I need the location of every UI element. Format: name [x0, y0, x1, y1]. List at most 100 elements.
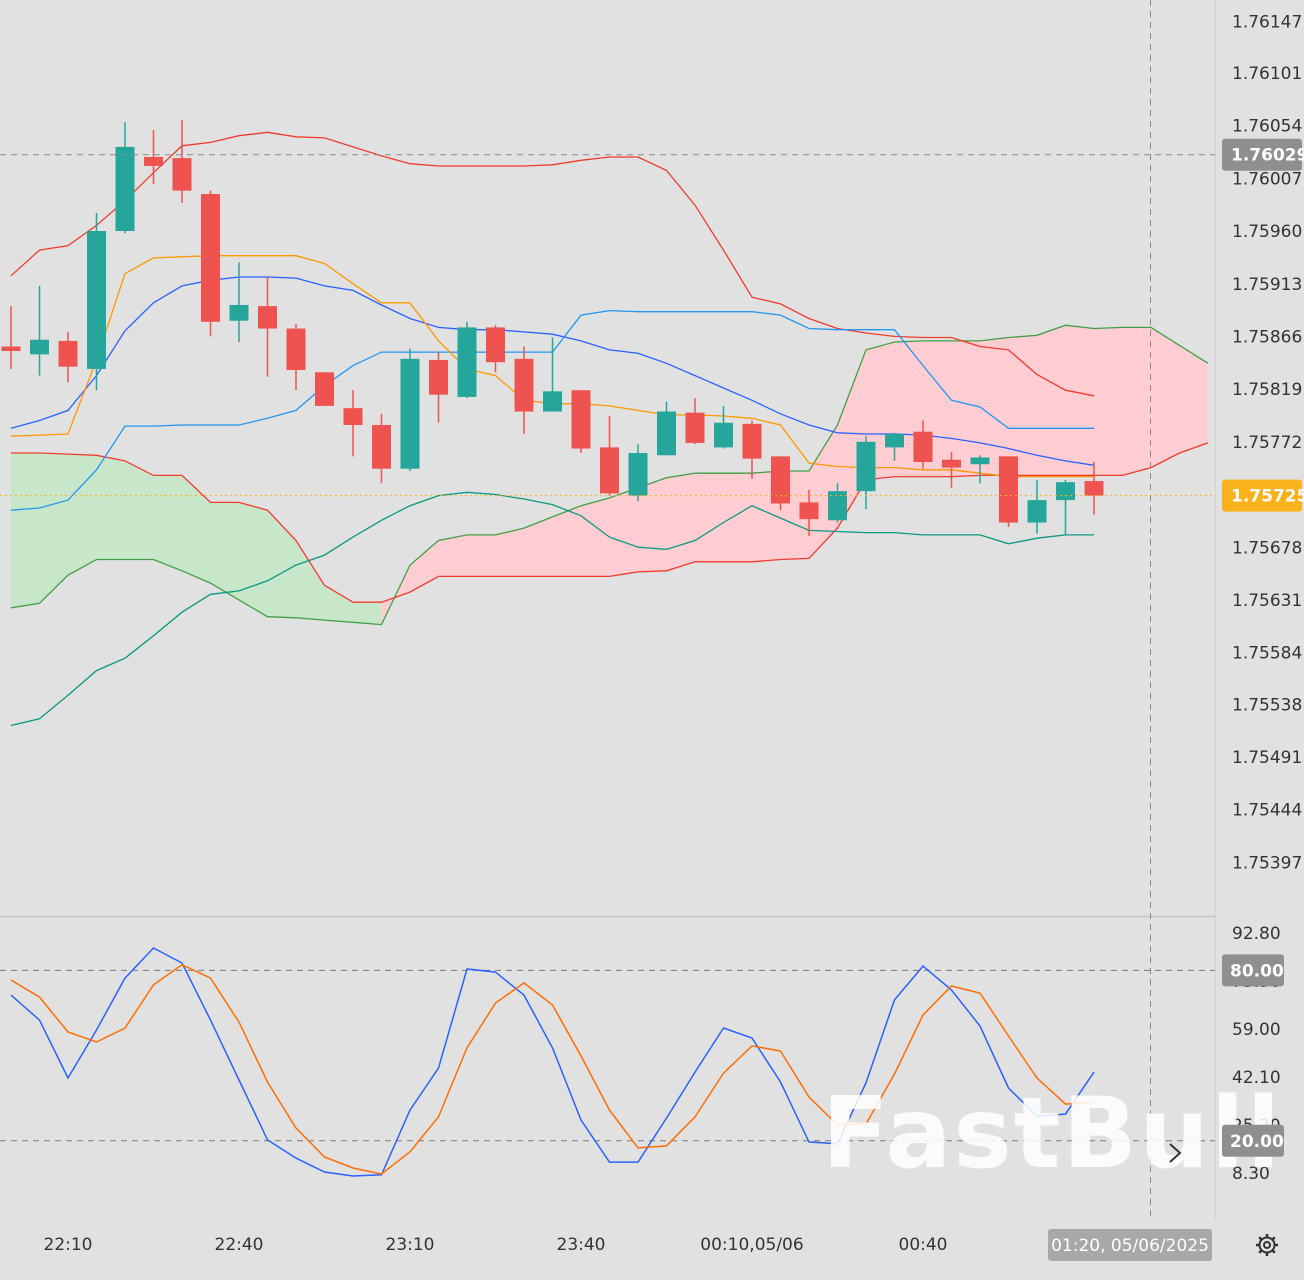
cloud-fill	[1065, 325, 1094, 476]
candle-body	[315, 372, 334, 406]
candle-body	[1084, 481, 1104, 496]
axis-layer: 22:10 22:40 23:10 23:40 00:10,05/06 00:40 1.76…	[0, 12, 1302, 1255]
y-tick-label: 1.75491	[1232, 748, 1302, 768]
y-tick-label: 1.75819	[1232, 380, 1302, 400]
candle-body	[429, 359, 448, 395]
candle-body	[828, 491, 847, 521]
candle-body	[30, 339, 49, 355]
candle-body	[543, 391, 562, 412]
cloud-fill	[296, 540, 325, 621]
candle-body	[771, 456, 790, 504]
cloud-fill	[1037, 325, 1066, 476]
cloud-fill	[1008, 335, 1037, 476]
cloud-fill	[1122, 327, 1151, 476]
crosshair-price-label: 1.76029	[1231, 146, 1304, 166]
candle-body	[1027, 500, 1047, 523]
y-tick-label: 1.75584	[1232, 644, 1302, 664]
y-tick-label: 59.00	[1232, 1020, 1281, 1040]
candle-body	[229, 305, 249, 321]
y-tick-label: 1.75772	[1232, 433, 1302, 453]
cloud-fill	[552, 505, 581, 577]
cloud-fill	[467, 534, 496, 577]
cloud-fill	[96, 455, 125, 560]
y-tick-label: 1.75397	[1232, 853, 1302, 873]
level-label: 80.00	[1230, 961, 1284, 981]
candle-body	[400, 358, 420, 469]
cloud-fill	[524, 516, 553, 577]
candle-body	[600, 447, 619, 494]
settings-teeth[interactable]	[1256, 1234, 1278, 1256]
level-badge	[1222, 954, 1284, 987]
y-tick-label: 1.75866	[1232, 328, 1302, 348]
cloud-fill	[68, 454, 97, 576]
watermark: FastBull	[822, 1077, 1282, 1191]
badge-layer: 1.75725 1.76029 01:20, 05/06/2025 80.00 20.0…	[1048, 138, 1304, 1261]
candle-body	[115, 146, 135, 231]
cloud-fill	[980, 337, 1009, 476]
candle-body	[885, 433, 904, 448]
candle-body	[999, 456, 1018, 523]
candle-body	[172, 158, 192, 191]
y-tick-label: 1.75960	[1232, 222, 1302, 242]
y-tick-label: 1.75678	[1232, 538, 1302, 558]
candle-body	[628, 453, 648, 496]
candle-body	[913, 431, 933, 462]
candle-body	[201, 193, 220, 322]
candle-body	[58, 340, 78, 367]
level-label: 20.00	[1230, 1132, 1284, 1152]
cloud-fill	[324, 585, 353, 623]
x-tick-label: 22:40	[215, 1235, 264, 1255]
candle-body	[714, 422, 733, 448]
cloud-line	[10, 324, 1209, 626]
x-tick-label: 22:10	[44, 1235, 93, 1255]
x-tick-label: 00:40	[899, 1235, 948, 1255]
scroll-arrow[interactable]	[1169, 1143, 1182, 1163]
oscillator-layer	[0, 947, 1215, 1177]
cloud-fill	[1151, 327, 1180, 468]
cloud-fill	[1179, 345, 1208, 453]
candle-body	[1056, 482, 1075, 501]
candle-body	[372, 424, 391, 469]
level-badge	[1222, 1124, 1284, 1157]
candle-layer	[1, 119, 1104, 536]
y-tick-label: 1.76054	[1232, 117, 1302, 137]
y-tick-label: 1.75913	[1232, 275, 1302, 295]
y-tick-label: 1.76007	[1232, 169, 1302, 189]
cloud-fill	[410, 540, 439, 593]
oscillator-line	[10, 947, 1095, 1177]
x-tick-label: 00:10,05/06	[700, 1235, 803, 1255]
y-tick-label: 1.75538	[1232, 695, 1302, 715]
candle-body	[343, 408, 363, 425]
candle-body	[856, 441, 876, 492]
cloud-fill	[495, 528, 524, 577]
cloud-fill	[239, 502, 268, 617]
last-price-label: 1.75725	[1231, 487, 1304, 507]
candle-body	[514, 358, 534, 412]
settings-hub[interactable]	[1263, 1241, 1271, 1249]
cloud-fill	[438, 534, 467, 577]
cloud-fill	[666, 473, 695, 571]
oscillator-line	[10, 963, 1095, 1175]
cloud-fill	[210, 502, 239, 600]
candle-body	[799, 502, 819, 520]
candle-body	[571, 390, 591, 449]
candle-body	[144, 156, 163, 166]
cloud-fill	[581, 497, 610, 577]
cloud-fill	[723, 473, 752, 562]
crosshair-price-badge	[1222, 138, 1302, 171]
crosshair-time-badge	[1048, 1229, 1212, 1261]
cloud-fill	[695, 473, 724, 562]
y-tick-label: 92.80	[1232, 924, 1281, 944]
indicator-line	[10, 491, 1094, 727]
cloud-fill	[353, 602, 382, 625]
cloud-fill	[951, 340, 980, 477]
x-tick-label: 23:10	[386, 1235, 435, 1255]
settings-icon[interactable]	[1256, 1234, 1278, 1256]
cloud-fill	[609, 487, 638, 577]
y-tick-label: 1.75444	[1232, 801, 1302, 821]
cloud-fill	[809, 425, 838, 559]
candle-body	[942, 459, 961, 468]
last-price-badge	[1222, 479, 1302, 512]
